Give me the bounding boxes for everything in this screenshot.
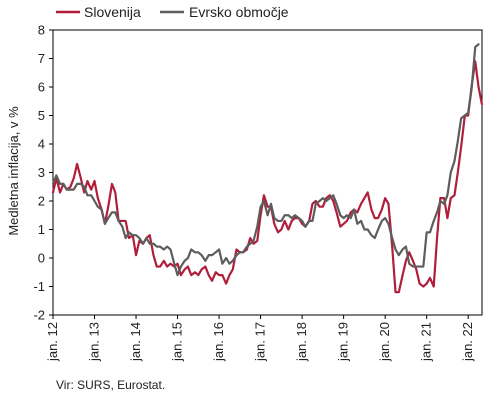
axes: -2 -1 0 1 2 3 4 5 6 7 8 jan. 12 jan. 13 jan. 14 jan. 1… xyxy=(33,23,483,362)
x-tick-label: jan. 13 xyxy=(87,322,102,362)
legend: Slovenija Evrsko območje xyxy=(56,4,289,20)
x-tick-label: jan. 19 xyxy=(336,322,351,362)
y-tick-label: 3 xyxy=(38,165,45,180)
y-tick-label: 5 xyxy=(38,108,45,123)
x-tick-label: jan. 14 xyxy=(128,322,143,362)
x-tick-label: jan. 20 xyxy=(377,322,392,362)
legend-label-slovenija: Slovenija xyxy=(84,4,141,20)
y-tick-label: 7 xyxy=(38,51,45,66)
y-tick-label: 0 xyxy=(38,251,45,266)
legend-label-evrsko-obmocje: Evrsko območje xyxy=(189,4,289,20)
y-tick-label: 2 xyxy=(38,194,45,209)
y-tick-label: -1 xyxy=(33,279,45,294)
x-tick-label: jan. 18 xyxy=(294,322,309,362)
y-tick-label: 1 xyxy=(38,222,45,237)
y-tick-label: 6 xyxy=(38,80,45,95)
series-line-slovenija xyxy=(51,60,483,294)
series-layer xyxy=(51,43,483,294)
x-tick-label: jan. 15 xyxy=(170,322,185,362)
source-note: Vir: SURS, Eurostat. xyxy=(56,378,166,392)
y-tick-label: 8 xyxy=(38,23,45,38)
x-tick-label: jan. 22 xyxy=(460,322,475,362)
x-tick-label: jan. 16 xyxy=(211,322,226,362)
y-axis-title: Medletna inflacija, v % xyxy=(6,106,21,236)
series-line-evrsko-obmocje xyxy=(51,43,480,277)
x-tick-label: jan. 17 xyxy=(253,322,268,362)
y-tick-label: 4 xyxy=(38,137,45,152)
x-tick-label: jan. 12 xyxy=(45,322,60,362)
x-tick-label: jan. 21 xyxy=(419,322,434,362)
y-tick-label: -2 xyxy=(33,308,45,323)
